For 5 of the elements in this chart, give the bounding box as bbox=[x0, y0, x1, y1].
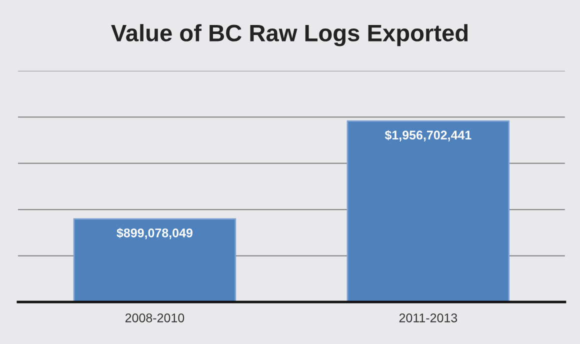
data-label: $1,956,702,441 bbox=[384, 130, 472, 142]
x-tick-label: 2008-2010 bbox=[125, 313, 184, 322]
x-tick-label: 2011-2013 bbox=[399, 313, 458, 322]
data-label: $899,078,049 bbox=[116, 228, 192, 240]
chart-title: Value of BC Raw Logs Exported bbox=[111, 24, 468, 46]
